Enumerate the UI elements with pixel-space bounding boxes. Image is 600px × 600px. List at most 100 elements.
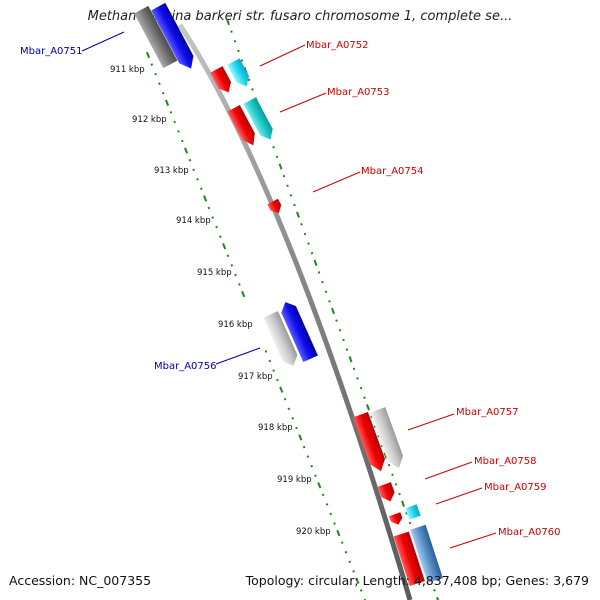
tick-mark (366, 404, 370, 411)
tick-mark (215, 225, 218, 229)
kbp-labels: 911 kbp 912 kbp 913 kbp 914 kbp 915 kbp … (110, 65, 331, 537)
tick-mark (355, 577, 360, 585)
tick-mark (234, 273, 237, 277)
tick-mark (324, 290, 328, 294)
tick-mark (226, 18, 230, 26)
gene-block-0758[interactable] (377, 482, 397, 504)
tick-mark (278, 163, 283, 170)
tick-mark (199, 187, 203, 191)
tick-mark (321, 493, 325, 497)
gene-block-0751[interactable] (151, 2, 198, 72)
tick-mark (321, 280, 324, 284)
tick-mark (283, 397, 287, 401)
tick-mark (370, 415, 373, 419)
tick-mark (340, 541, 344, 544)
kbp-label-911: 911 kbp (110, 65, 145, 75)
gene-blocks (134, 2, 443, 587)
tick-mark (184, 147, 189, 154)
tick-mark (348, 560, 352, 564)
tick-mark (222, 243, 227, 250)
tick-mark (177, 130, 180, 133)
gene-label-0757[interactable]: Mbar_A0757 (456, 407, 519, 418)
tick-mark (164, 99, 170, 106)
gene-label-0752[interactable]: Mbar_A0752 (306, 40, 369, 51)
gene-label-0758[interactable]: Mbar_A0758 (474, 456, 537, 467)
tick-mark (226, 254, 230, 258)
tick-mark (279, 386, 284, 393)
gene-block-0752[interactable] (227, 58, 253, 89)
tick-mark (380, 444, 384, 448)
gene-label-0754[interactable]: Mbar_A0754 (361, 166, 424, 177)
gene-block-0759[interactable] (405, 504, 421, 520)
tick-mark (289, 194, 293, 197)
tick-mark (272, 145, 275, 149)
tick-mark (310, 251, 314, 255)
kbp-label-916: 916 kbp (218, 320, 253, 330)
tick-mark (398, 492, 401, 496)
tick-mark (300, 223, 303, 226)
gene-label-0759[interactable]: Mbar_A0759 (484, 482, 547, 493)
tick-mark (230, 30, 233, 33)
kbp-label-914: 914 kbp (176, 216, 211, 226)
gene-labels: Mbar_A0751 Mbar_A0752 Mbar_A0753 Mbar_A0… (20, 40, 561, 538)
kbp-label-915: 915 kbp (197, 268, 232, 278)
tick-mark (230, 264, 234, 267)
tick-mark (173, 120, 176, 124)
tick-mark (302, 445, 306, 449)
tick-mark (317, 271, 321, 274)
tick-mark (247, 78, 251, 82)
tick-mark (296, 211, 300, 218)
gene-block-0756-gray[interactable] (263, 311, 300, 369)
tick-mark (373, 425, 377, 428)
tick-mark (313, 259, 318, 266)
tick-mark (240, 59, 244, 62)
gene-block-0753-red[interactable] (227, 105, 259, 149)
tick-mark (145, 51, 151, 59)
gene-block-0752-red[interactable] (210, 66, 235, 96)
backbone-arc (177, 23, 413, 600)
tick-mark (268, 359, 272, 363)
gene-block-0753[interactable] (243, 97, 276, 142)
gene-block-0760[interactable] (410, 524, 443, 584)
tick-mark (317, 482, 322, 489)
tick-mark (328, 300, 331, 303)
kbp-label-912: 912 kbp (132, 115, 167, 125)
tick-mark (219, 235, 222, 238)
gene-block-0751-gray[interactable] (134, 5, 178, 69)
tick-mark (291, 417, 294, 420)
tick-mark (282, 174, 286, 178)
map-title: Methanosarcina barkeri str. fusaro chrom… (87, 9, 513, 24)
tick-mark (238, 283, 241, 286)
gene-label-0753[interactable]: Mbar_A0753 (327, 87, 390, 98)
accession-text: Accession: NC_007355 (9, 573, 152, 588)
tick-mark (233, 39, 237, 43)
gene-block-0757-red[interactable] (352, 411, 389, 474)
kbp-label-917: 917 kbp (238, 372, 273, 382)
tick-mark (207, 206, 211, 210)
gene-block-0756[interactable] (278, 299, 318, 363)
gene-block-0757[interactable] (370, 407, 406, 471)
tick-mark (264, 350, 268, 353)
tick-mark (237, 49, 240, 53)
tick-mark (306, 455, 310, 458)
tick-mark (275, 155, 279, 159)
tick-mark (286, 184, 289, 188)
tick-mark (272, 369, 275, 372)
gene-block-0759-red[interactable] (388, 512, 404, 526)
tick-mark (338, 328, 342, 332)
gene-block-0760-red[interactable] (393, 531, 425, 587)
gene-label-0760[interactable]: Mbar_A0760 (498, 527, 561, 538)
gene-block-0754[interactable] (267, 198, 284, 216)
tick-mark (307, 242, 310, 245)
tick-mark (345, 348, 349, 351)
tick-mark (287, 407, 291, 411)
gene-label-0756[interactable]: Mbar_A0756 (154, 361, 217, 372)
tick-mark (352, 570, 355, 573)
tick-mark (335, 319, 338, 322)
tick-mark (241, 290, 246, 298)
tick-mark (363, 598, 367, 600)
tick-mark (342, 338, 345, 342)
tick-mark (203, 195, 208, 202)
gene-label-0751[interactable]: Mbar_A0751 (20, 46, 83, 57)
tick-mark (387, 463, 391, 467)
